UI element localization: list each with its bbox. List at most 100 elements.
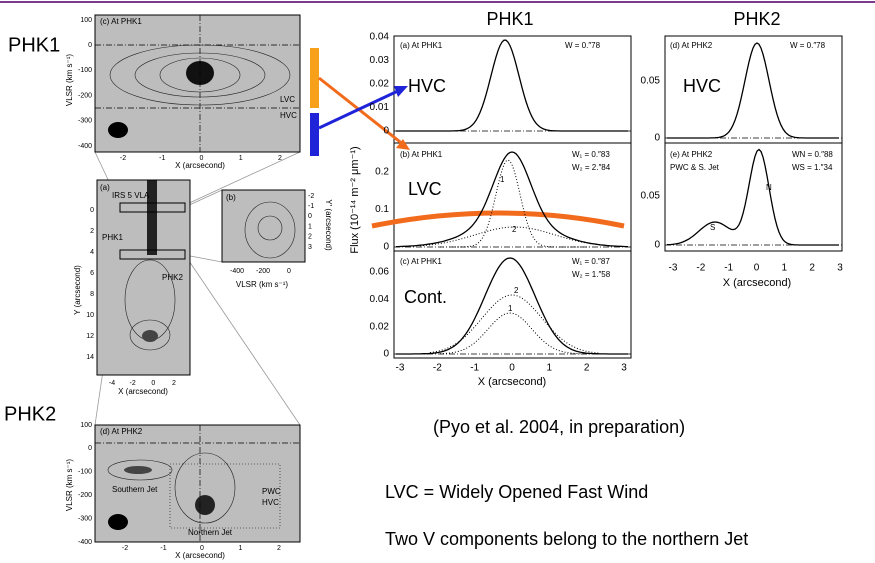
tick-label: 0 <box>90 207 94 214</box>
axis-label: VLSR (km s⁻¹) <box>65 54 74 107</box>
tick-label: -1 <box>160 545 166 552</box>
profile-curve <box>419 226 611 247</box>
tick-label: 0.2 <box>375 167 389 178</box>
tick-label: -200 <box>78 92 92 99</box>
tick-label: 0.05 <box>641 76 661 87</box>
column-title: PHK2 <box>733 9 780 29</box>
component-label: HVC <box>683 76 721 96</box>
annotation: IRS 5 VLA <box>112 191 150 200</box>
tick-label: -200 <box>78 492 92 499</box>
tick-label: 0.04 <box>370 294 390 305</box>
panel-label: (d) At PHK2 <box>100 427 143 436</box>
profile-curve <box>440 312 590 355</box>
tick-label: 1 <box>239 545 243 552</box>
tick-label: 100 <box>80 17 92 24</box>
curve-label: S <box>710 223 715 232</box>
axis-label: Y (arcsecond) <box>73 265 82 315</box>
tick-label: 0.02 <box>370 321 390 332</box>
curve-label: 1 <box>500 175 505 184</box>
panel-label: (c) At PHK1 <box>400 257 442 266</box>
panel-label: (e) At PHK2 <box>670 150 713 159</box>
tick-label: 3 <box>621 363 627 374</box>
width-label: W = 0.″78 <box>565 41 601 50</box>
tick-label: 3 <box>308 244 312 251</box>
profile-curve <box>440 159 590 248</box>
tick-label: 2 <box>809 263 815 274</box>
annotation: Northern Jet <box>188 528 233 537</box>
width-label: W₁ = 0.″83 <box>572 150 610 159</box>
curve-label: 2 <box>512 225 517 234</box>
profile-curve <box>396 39 628 132</box>
tick-label: 0 <box>654 240 660 251</box>
tick-label: -100 <box>78 469 92 476</box>
side-label: PHK2 <box>4 403 56 425</box>
tick-label: 2 <box>308 234 312 241</box>
tick-label: 2 <box>172 380 176 387</box>
tick-label: 0 <box>308 213 312 220</box>
tick-label: 1 <box>782 263 788 274</box>
annotation: PWC <box>262 487 281 496</box>
annotation: LVC <box>280 95 295 104</box>
tick-label: -1 <box>470 363 479 374</box>
width-label: W₂ = 1.″58 <box>572 270 611 279</box>
axis-label: Y′ (arcsecond) <box>324 199 333 251</box>
tick-label: 0.06 <box>370 267 390 278</box>
panel-label: (c) At PHK1 <box>100 17 142 26</box>
tick-label: -300 <box>78 118 92 125</box>
profile-curve <box>396 257 628 355</box>
axis-label: Flux (10⁻¹⁴ m⁻² μm⁻¹) <box>349 146 361 253</box>
tick-label: 1 <box>308 223 312 230</box>
tick-label: -3 <box>396 363 405 374</box>
tick-label: -400 <box>78 539 92 546</box>
tick-label: -400 <box>78 143 92 150</box>
axis-label: X (arcsecond) <box>723 277 791 289</box>
tick-label: -1 <box>159 155 165 162</box>
tick-label: -2 <box>433 363 442 374</box>
panel-label: (d) At PHK2 <box>670 41 713 50</box>
axis-label: VLSR (km s⁻¹) <box>236 280 289 289</box>
tick-label: 0.04 <box>370 32 390 43</box>
tick-label: -2 <box>122 545 128 552</box>
map-bottom: (d) At PHK2 Southern Jet Northern Jet PW… <box>65 424 301 560</box>
width-label: W₁ = 0.″87 <box>572 257 610 266</box>
annotation: HVC <box>280 111 297 120</box>
map-inset: (b) VLSR (km s⁻¹) Y′ (arcsecond) <box>221 189 333 289</box>
tick-label: 0 <box>383 349 389 360</box>
tick-label: 2 <box>277 545 281 552</box>
tick-label: 4 <box>90 249 94 256</box>
tick-label: 0 <box>509 363 515 374</box>
component-label: Cont. <box>404 287 447 307</box>
tick-label: -1 <box>308 203 314 210</box>
panel-label: (b) At PHK1 <box>400 150 443 159</box>
tick-label: 8 <box>90 291 94 298</box>
axis-label: X (arcsecond) <box>175 161 225 170</box>
tick-label: 0 <box>754 263 760 274</box>
profile-curve <box>667 42 839 139</box>
profile-curve <box>666 148 839 246</box>
curve-label: 1 <box>508 304 513 313</box>
tick-label: 2 <box>278 155 282 162</box>
annotation: PHK1 <box>102 233 123 242</box>
width-label: WN = 0.″88 <box>792 150 833 159</box>
citation: (Pyo et al. 2004, in preparation) <box>433 417 685 437</box>
tick-label: 2 <box>90 228 94 235</box>
width-label: WS = 1.″34 <box>792 163 833 172</box>
axis-label: X (arcsecond) <box>118 387 168 396</box>
annotation: Southern Jet <box>112 485 158 494</box>
tick-label: 0.01 <box>370 102 390 113</box>
curve-label: 2 <box>514 286 519 295</box>
map-overview: (a) IRS 5 VLA PHK1 PHK2 Y (arcsecond) X … <box>73 179 191 396</box>
spectra: Flux (10⁻¹⁴ m⁻² μm⁻¹) X (arcsecond) X (a… <box>349 35 843 388</box>
profile-curve <box>396 151 628 248</box>
component-label: HVC <box>408 76 446 96</box>
tick-label: 0 <box>287 268 291 275</box>
tick-label: 2 <box>584 363 590 374</box>
profile-curve <box>429 294 601 354</box>
tick-label: -400 <box>230 268 244 275</box>
width-label: W₂ = 2.″84 <box>572 163 611 172</box>
tick-label: -100 <box>78 67 92 74</box>
tick-label: 0.02 <box>370 79 390 90</box>
tick-label: -2 <box>696 263 705 274</box>
panel-note: PWC & S. Jet <box>670 163 720 172</box>
tick-label: 12 <box>86 333 94 340</box>
